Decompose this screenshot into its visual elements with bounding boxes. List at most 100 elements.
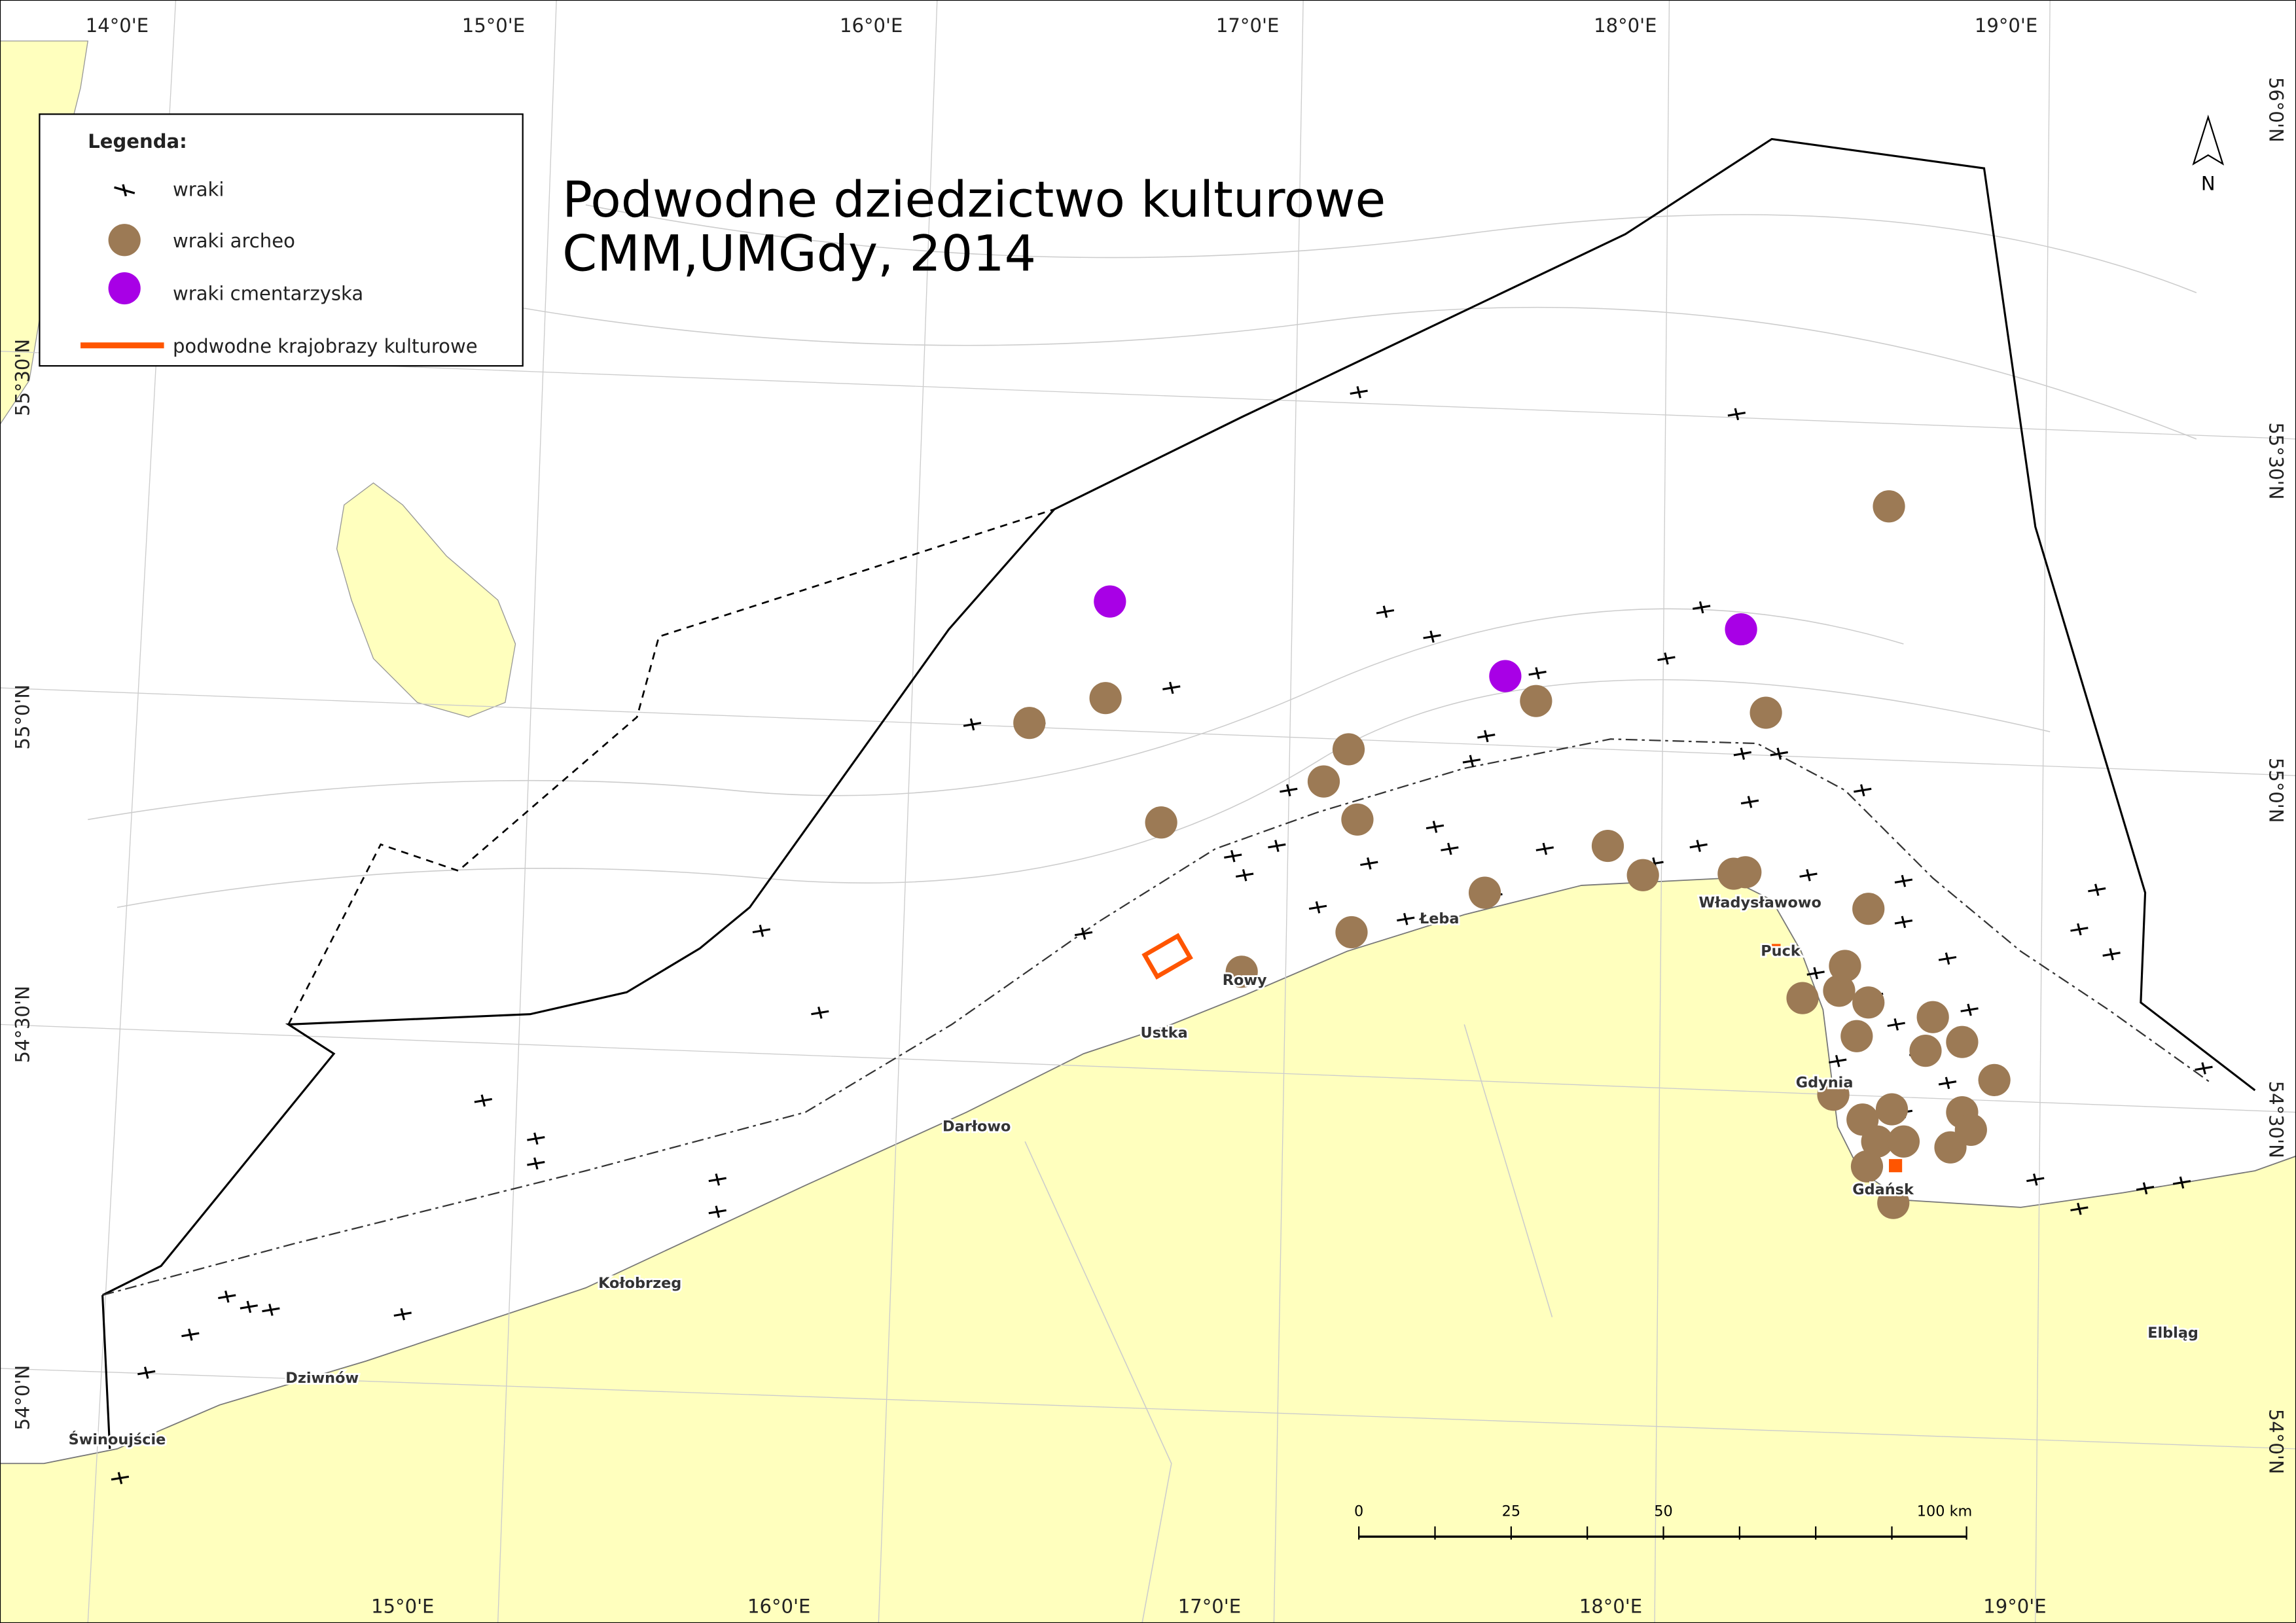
place-label: Dziwnów [285,1370,359,1387]
wreck [1308,901,1327,914]
eez-boundary [101,137,2256,1296]
border [101,1295,111,1449]
cemetery-wreck [1094,585,1126,618]
archeo-wreck [1850,1150,1884,1183]
wreck [1689,840,1708,852]
archeo-wreck [1341,803,1374,836]
wreck [1426,821,1444,833]
graticule-label-right: 56°0'N [2265,77,2287,143]
archeo-wreck [1520,685,1552,717]
wreck [708,1173,726,1186]
archeo-wreck [1829,950,1861,982]
wreck [1074,927,1093,940]
graticule-label-bottom: 18°0'E [1579,1595,1642,1617]
archeo-wreck [1823,974,1856,1007]
graticule-label-left: 54°30'N [12,986,34,1063]
wreck [1528,667,1547,679]
wreck [1938,1077,1957,1090]
legend-cemetery-icon [108,272,141,305]
wreck [1806,967,1825,980]
wreck [1829,1054,1847,1067]
archeo-wreck [1887,1125,1920,1158]
archeo-wreck [1817,1079,1850,1111]
wreck [1854,784,1872,796]
wreck [474,1094,492,1107]
archeo-wreck [1013,707,1046,740]
cemetery-wreck [1725,613,1757,646]
wreck [1887,1018,1905,1031]
wreck [218,1290,236,1303]
wreck [1350,385,1368,399]
cultural-landscape [1889,1159,1903,1173]
archeo-wreck [1852,893,1885,925]
archeo-wreck [1335,916,1368,949]
archeo-wreck [1840,1020,1873,1052]
archeo-wreck [1729,856,1762,889]
wreck [708,1205,726,1218]
archeo-wreck [1916,1001,1949,1033]
place-label: Rowy [1223,972,1267,989]
cultural-landscape [1141,933,1193,980]
contours [88,204,2197,1623]
island-bornholm [336,482,516,718]
archeo-wreck [1626,859,1659,891]
place-label: Gdynia [1796,1075,1854,1092]
archeo-wreck [1225,955,1258,988]
wreck [1441,842,1459,855]
graticule-label-left: 55°0'N [12,685,34,750]
graticule-label-bottom: 19°0'E [1983,1595,2046,1617]
place-label: Łeba [1419,910,1460,927]
wreck [2026,1173,2045,1186]
legend-archeo-icon [108,224,141,257]
wreck [527,1157,545,1170]
archeo-wreck [1978,1063,2011,1096]
wreck [2070,923,2089,936]
legend-wreck-icon [114,184,135,197]
archeo-wreck [1875,1093,1909,1126]
graticule-label-right: 54°30'N [2265,1081,2287,1158]
graticule-label-top: 18°0'E [1594,14,1657,37]
place-label: Puck [1761,942,1801,959]
graticule-label-top: 16°0'E [840,14,903,37]
archeo-wreck [1946,1026,1979,1058]
legend-item: podwodne krajobrazy kulturowe [173,335,478,357]
wreck [1727,408,1746,421]
wreck [1733,747,1752,760]
subtitle: CMM,UMGdy, 2014 [562,224,1036,283]
wreck [1740,796,1759,808]
wreck [1360,857,1378,870]
archeo-wreck [1332,733,1365,766]
archeo-wreck [1591,829,1624,863]
wreck [811,1007,829,1019]
wreck [2088,883,2106,896]
disputed-boundary [287,508,1055,1025]
wreck [2070,1202,2089,1215]
scale-label: 25 [1502,1503,1520,1520]
legend-box [39,113,524,367]
wreck [240,1300,259,1313]
archeo-wreck [1089,682,1122,715]
place-label: Elbląg [2147,1325,2198,1342]
wreck [1376,605,1395,618]
graticule-label-bottom: 15°0'E [371,1595,434,1617]
place-label: Świnoujście [69,1430,166,1448]
wreck [111,1472,130,1484]
legend: Legenda: wraki wraki archeo wraki cmenta… [39,113,524,367]
graticule-label-right: 55°0'N [2265,758,2287,823]
wreck [1477,730,1496,743]
legend-item: wraki archeo [173,230,295,252]
legend-item: wraki cmentarzyska [173,282,363,304]
graticule-label-top: 15°0'E [462,14,525,37]
wreck [1657,652,1676,665]
wreck [2102,948,2121,961]
wreck [1535,842,1554,855]
wreck [2195,1062,2213,1075]
cultural-landscape [1772,944,1781,953]
wreck [1235,868,1254,882]
place-label: Ustka [1141,1025,1188,1042]
wreck [1770,747,1788,760]
wreck [1162,681,1181,694]
place-label: Władysławowo [1698,894,1821,911]
graticule-label-bottom: 17°0'E [1178,1595,1241,1617]
